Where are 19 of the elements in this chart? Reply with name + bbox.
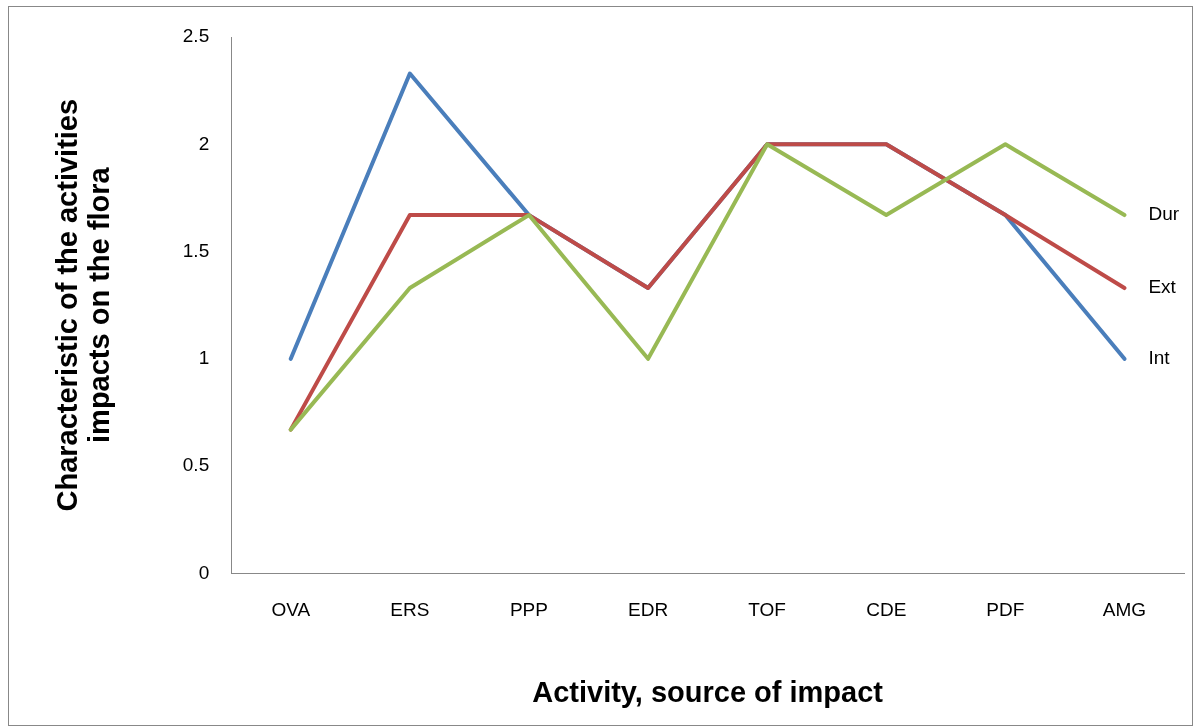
series-label: Ext — [1148, 276, 1177, 298]
x-tick-label: PDF — [986, 599, 1025, 621]
y-tick-label: 2.5 — [182, 25, 210, 47]
x-tick-label: TOF — [748, 599, 786, 621]
x-tick-label: ERS — [390, 599, 430, 621]
x-axis-title: Activity, source of impact — [532, 675, 884, 708]
x-tick-label: AMG — [1102, 599, 1147, 621]
series-label: Dur — [1148, 203, 1180, 225]
y-tick-label: 0.5 — [182, 454, 210, 476]
x-tick-label: EDR — [627, 599, 669, 621]
y-tick-label: 0 — [198, 561, 210, 583]
y-tick-label: 1 — [198, 347, 210, 369]
x-tick-label: OVA — [271, 599, 311, 621]
y-axis-title: Characteristic of the activities impacts on the flora — [50, 98, 115, 512]
series-label: Int — [1148, 347, 1171, 369]
x-tick-label: PPP — [509, 599, 548, 621]
y-tick-label: 1.5 — [182, 239, 210, 261]
x-tick-label: CDE — [866, 599, 907, 621]
y-tick-label: 2 — [198, 132, 210, 154]
